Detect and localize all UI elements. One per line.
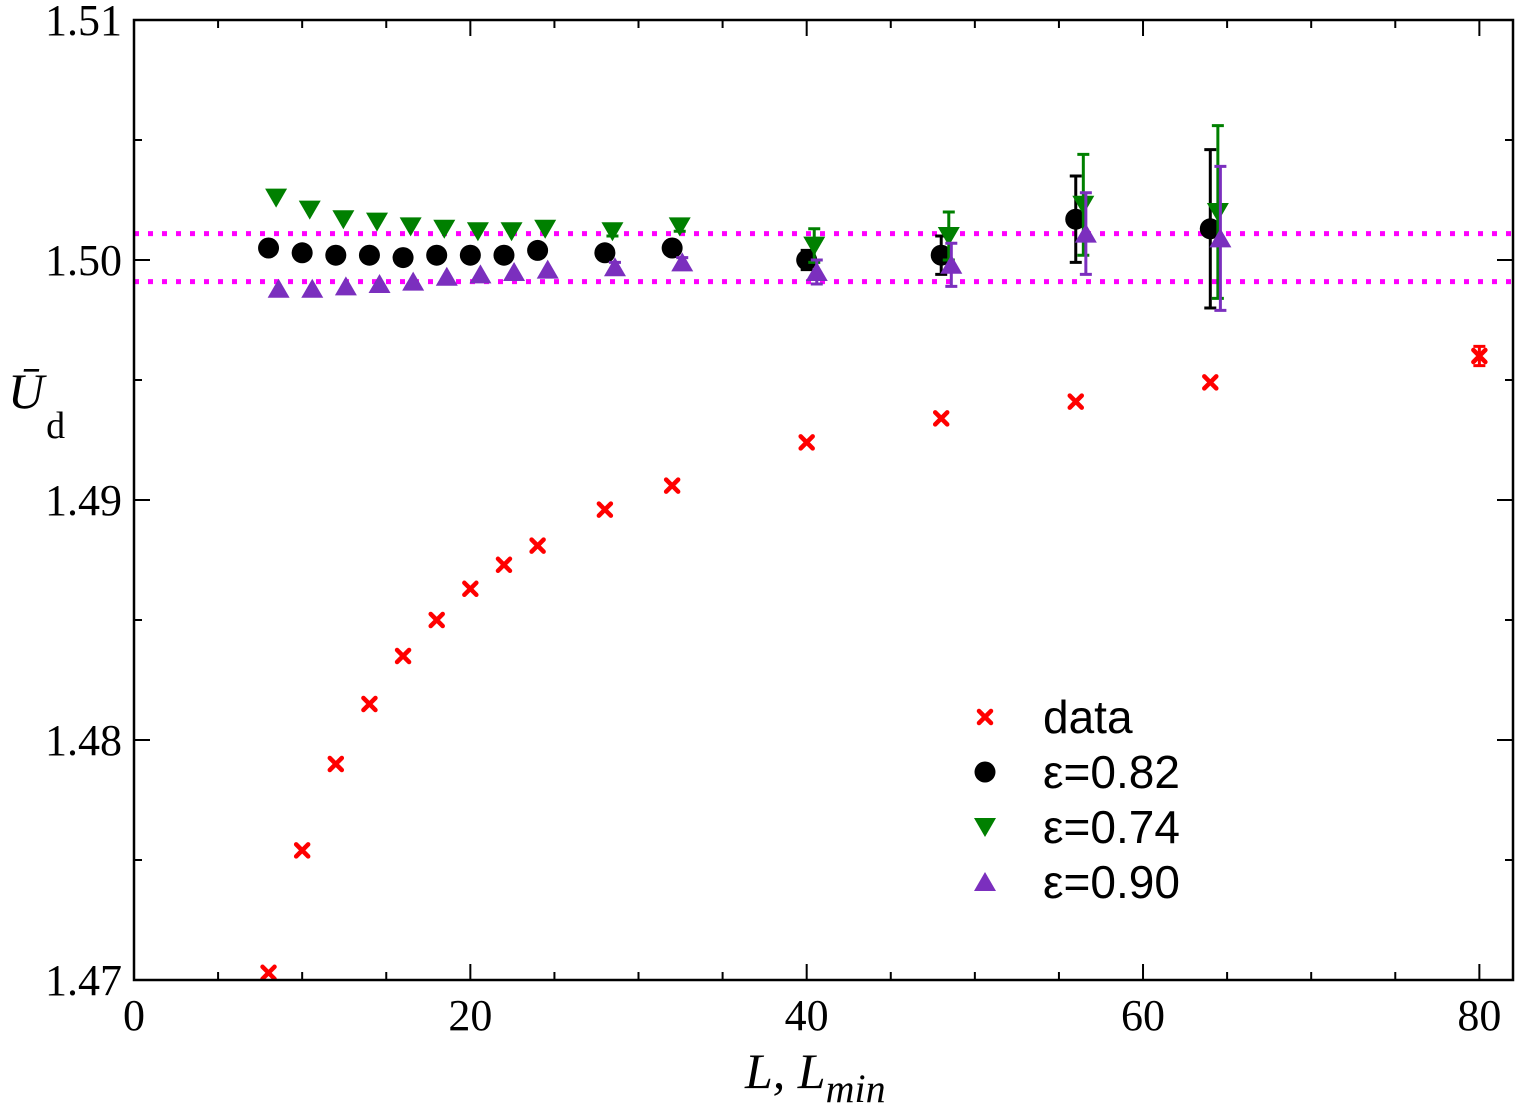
data-point-triangle-down: [500, 222, 523, 242]
x-axis-title-sub: min: [826, 1066, 886, 1111]
data-point-triangle-up: [603, 257, 626, 277]
data-point-triangle-down: [601, 222, 624, 242]
y-axis-title: Ūd: [8, 363, 65, 447]
series-3: [267, 164, 1232, 312]
x-tick-label: 40: [785, 991, 829, 1040]
data-point-cross: [663, 477, 681, 494]
y-tick-label: 1.50: [45, 236, 122, 285]
data-point-triangle-down: [332, 210, 355, 230]
data-point-cross: [1471, 347, 1488, 365]
data-point-circle: [661, 237, 683, 259]
data-point-triangle-up: [368, 274, 391, 293]
data-point-triangle-up: [334, 276, 357, 296]
data-point-triangle-up: [503, 262, 526, 281]
data-point-circle: [1199, 218, 1221, 240]
data-point-circle: [1065, 208, 1087, 230]
data-point-triangle-down: [298, 200, 321, 220]
data-point-cross: [327, 755, 345, 773]
data-point-triangle-up: [1209, 228, 1232, 248]
data-point-triangle-down: [399, 217, 422, 237]
data-point-cross: [361, 695, 378, 713]
data-point-triangle-down: [803, 236, 826, 256]
data-point-triangle-down: [937, 227, 960, 246]
data-point-circle: [459, 244, 481, 266]
y-axis-title-sub: d: [46, 405, 65, 447]
data-markers: [258, 124, 1488, 982]
data-point-triangle-down: [466, 222, 489, 242]
data-point-cross: [495, 556, 513, 574]
legend-item: ε=0.74: [974, 801, 1180, 853]
data-point-triangle-up: [940, 254, 963, 274]
data-point-cross: [529, 537, 546, 554]
data-point-cross: [1202, 374, 1219, 391]
x-tick-label: 20: [448, 991, 492, 1040]
legend-item: data: [976, 691, 1133, 743]
data-point-cross: [428, 611, 445, 629]
data-point-triangle-up: [974, 872, 996, 891]
legend-label: data: [1043, 691, 1133, 743]
data-point-triangle-down: [668, 217, 691, 237]
data-point-cross: [462, 580, 479, 598]
data-point-circle: [392, 247, 414, 269]
x-tick-label: 60: [1121, 991, 1165, 1040]
data-point-triangle-down: [534, 219, 557, 239]
legend-label: ε=0.90: [1043, 856, 1180, 908]
reference-lines: [134, 231, 1513, 285]
data-point-cross: [596, 501, 614, 518]
data-point-circle: [291, 242, 313, 264]
series-1: [258, 148, 1221, 310]
series-0: [260, 344, 1488, 982]
data-point-triangle-down: [974, 818, 996, 837]
data-point-circle: [325, 244, 347, 266]
legend-item: ε=0.90: [974, 856, 1180, 908]
data-point-circle: [358, 244, 380, 266]
data-point-triangle-up: [267, 278, 290, 298]
series-2: [265, 124, 1229, 300]
x-axis-title: L, Lmin: [744, 1043, 886, 1111]
data-point-circle: [974, 761, 996, 783]
data-point-triangle-up: [435, 266, 458, 286]
data-point-circle: [426, 244, 448, 266]
data-point-cross: [394, 647, 412, 665]
data-point-circle: [258, 237, 280, 259]
x-axis-title-main: L, L: [744, 1043, 826, 1099]
data-point-triangle-up: [536, 259, 559, 279]
data-point-triangle-up: [805, 262, 828, 281]
data-point-circle: [796, 249, 818, 271]
legend-item: ε=0.82: [974, 746, 1180, 798]
data-point-triangle-down: [366, 212, 389, 232]
data-point-cross: [932, 410, 950, 427]
data-point-triangle-down: [433, 219, 456, 239]
data-point-triangle-up: [402, 271, 425, 291]
y-axis-title-main: Ū: [8, 363, 47, 419]
legend-label: ε=0.82: [1043, 746, 1180, 798]
y-tick-label: 1.48: [45, 716, 122, 765]
axis-ticks: 0 20 40 60 80 1.47 1.48 1.49 1.50 1.51: [45, 0, 1513, 1040]
y-tick-label: 1.49: [45, 476, 122, 525]
data-point-triangle-up: [1074, 223, 1097, 243]
data-point-cross: [976, 708, 994, 726]
y-tick-label: 1.51: [45, 0, 122, 45]
x-tick-label: 0: [123, 991, 145, 1040]
data-point-triangle-down: [1206, 203, 1229, 222]
data-point-circle: [594, 242, 616, 264]
y-tick-label: 1.47: [45, 956, 122, 1005]
data-point-triangle-up: [671, 252, 694, 272]
data-point-cross: [798, 434, 815, 451]
data-point-triangle-up: [301, 278, 324, 298]
data-point-triangle-down: [265, 188, 288, 208]
data-point-triangle-down: [1072, 195, 1095, 215]
data-point-cross: [1067, 393, 1085, 410]
data-point-circle: [493, 244, 515, 266]
data-point-cross: [260, 964, 277, 982]
data-point-cross: [293, 842, 311, 859]
plot-frame: [132, 18, 1515, 982]
data-point-triangle-up: [469, 264, 492, 284]
legend-label: ε=0.74: [1043, 801, 1180, 853]
x-tick-label: 80: [1457, 991, 1501, 1040]
data-point-circle: [527, 239, 549, 261]
